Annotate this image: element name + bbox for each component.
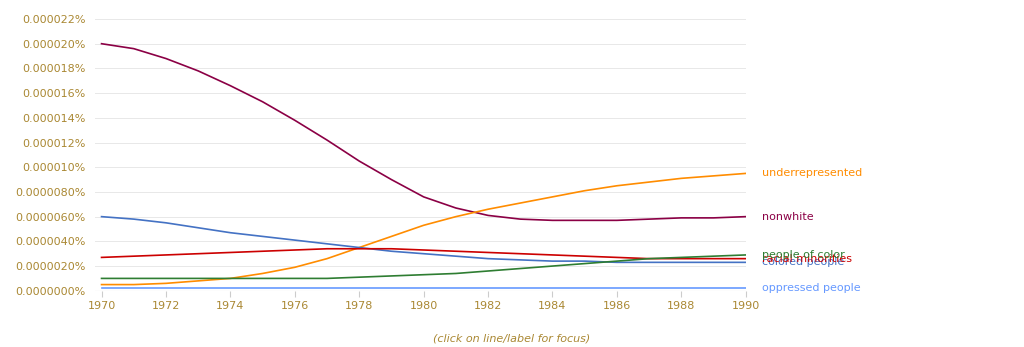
Text: people of color: people of color xyxy=(762,250,845,260)
Text: underrepresented: underrepresented xyxy=(762,168,862,178)
Text: (click on line/label for focus): (click on line/label for focus) xyxy=(433,333,591,344)
Text: nonwhite: nonwhite xyxy=(762,212,813,222)
Text: oppressed people: oppressed people xyxy=(762,283,860,293)
Text: racial minorities: racial minorities xyxy=(762,254,852,264)
Text: colored people: colored people xyxy=(762,257,844,267)
